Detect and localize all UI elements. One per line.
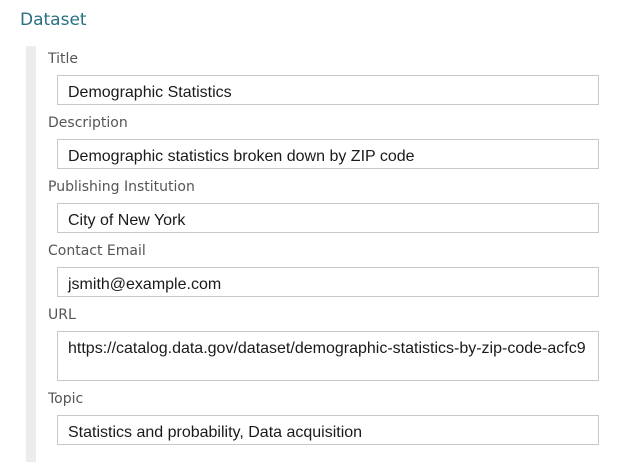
contact-email-field[interactable]: jsmith@example.com: [57, 267, 599, 297]
topic-label: Topic: [48, 391, 84, 407]
section-rail: [26, 46, 36, 462]
contact-email-label: Contact Email: [48, 243, 146, 259]
title-field[interactable]: Demographic Statistics: [57, 75, 599, 105]
description-field[interactable]: Demographic statistics broken down by ZI…: [57, 139, 599, 169]
topic-field[interactable]: Statistics and probability, Data acquisi…: [57, 415, 599, 445]
description-label: Description: [48, 115, 128, 131]
url-field[interactable]: https://catalog.data.gov/dataset/demogra…: [57, 331, 599, 381]
publishing-institution-field[interactable]: City of New York: [57, 203, 599, 233]
publishing-institution-label: Publishing Institution: [48, 179, 195, 195]
title-label: Title: [48, 51, 79, 67]
url-label: URL: [48, 307, 76, 323]
section-title: Dataset: [20, 10, 87, 30]
